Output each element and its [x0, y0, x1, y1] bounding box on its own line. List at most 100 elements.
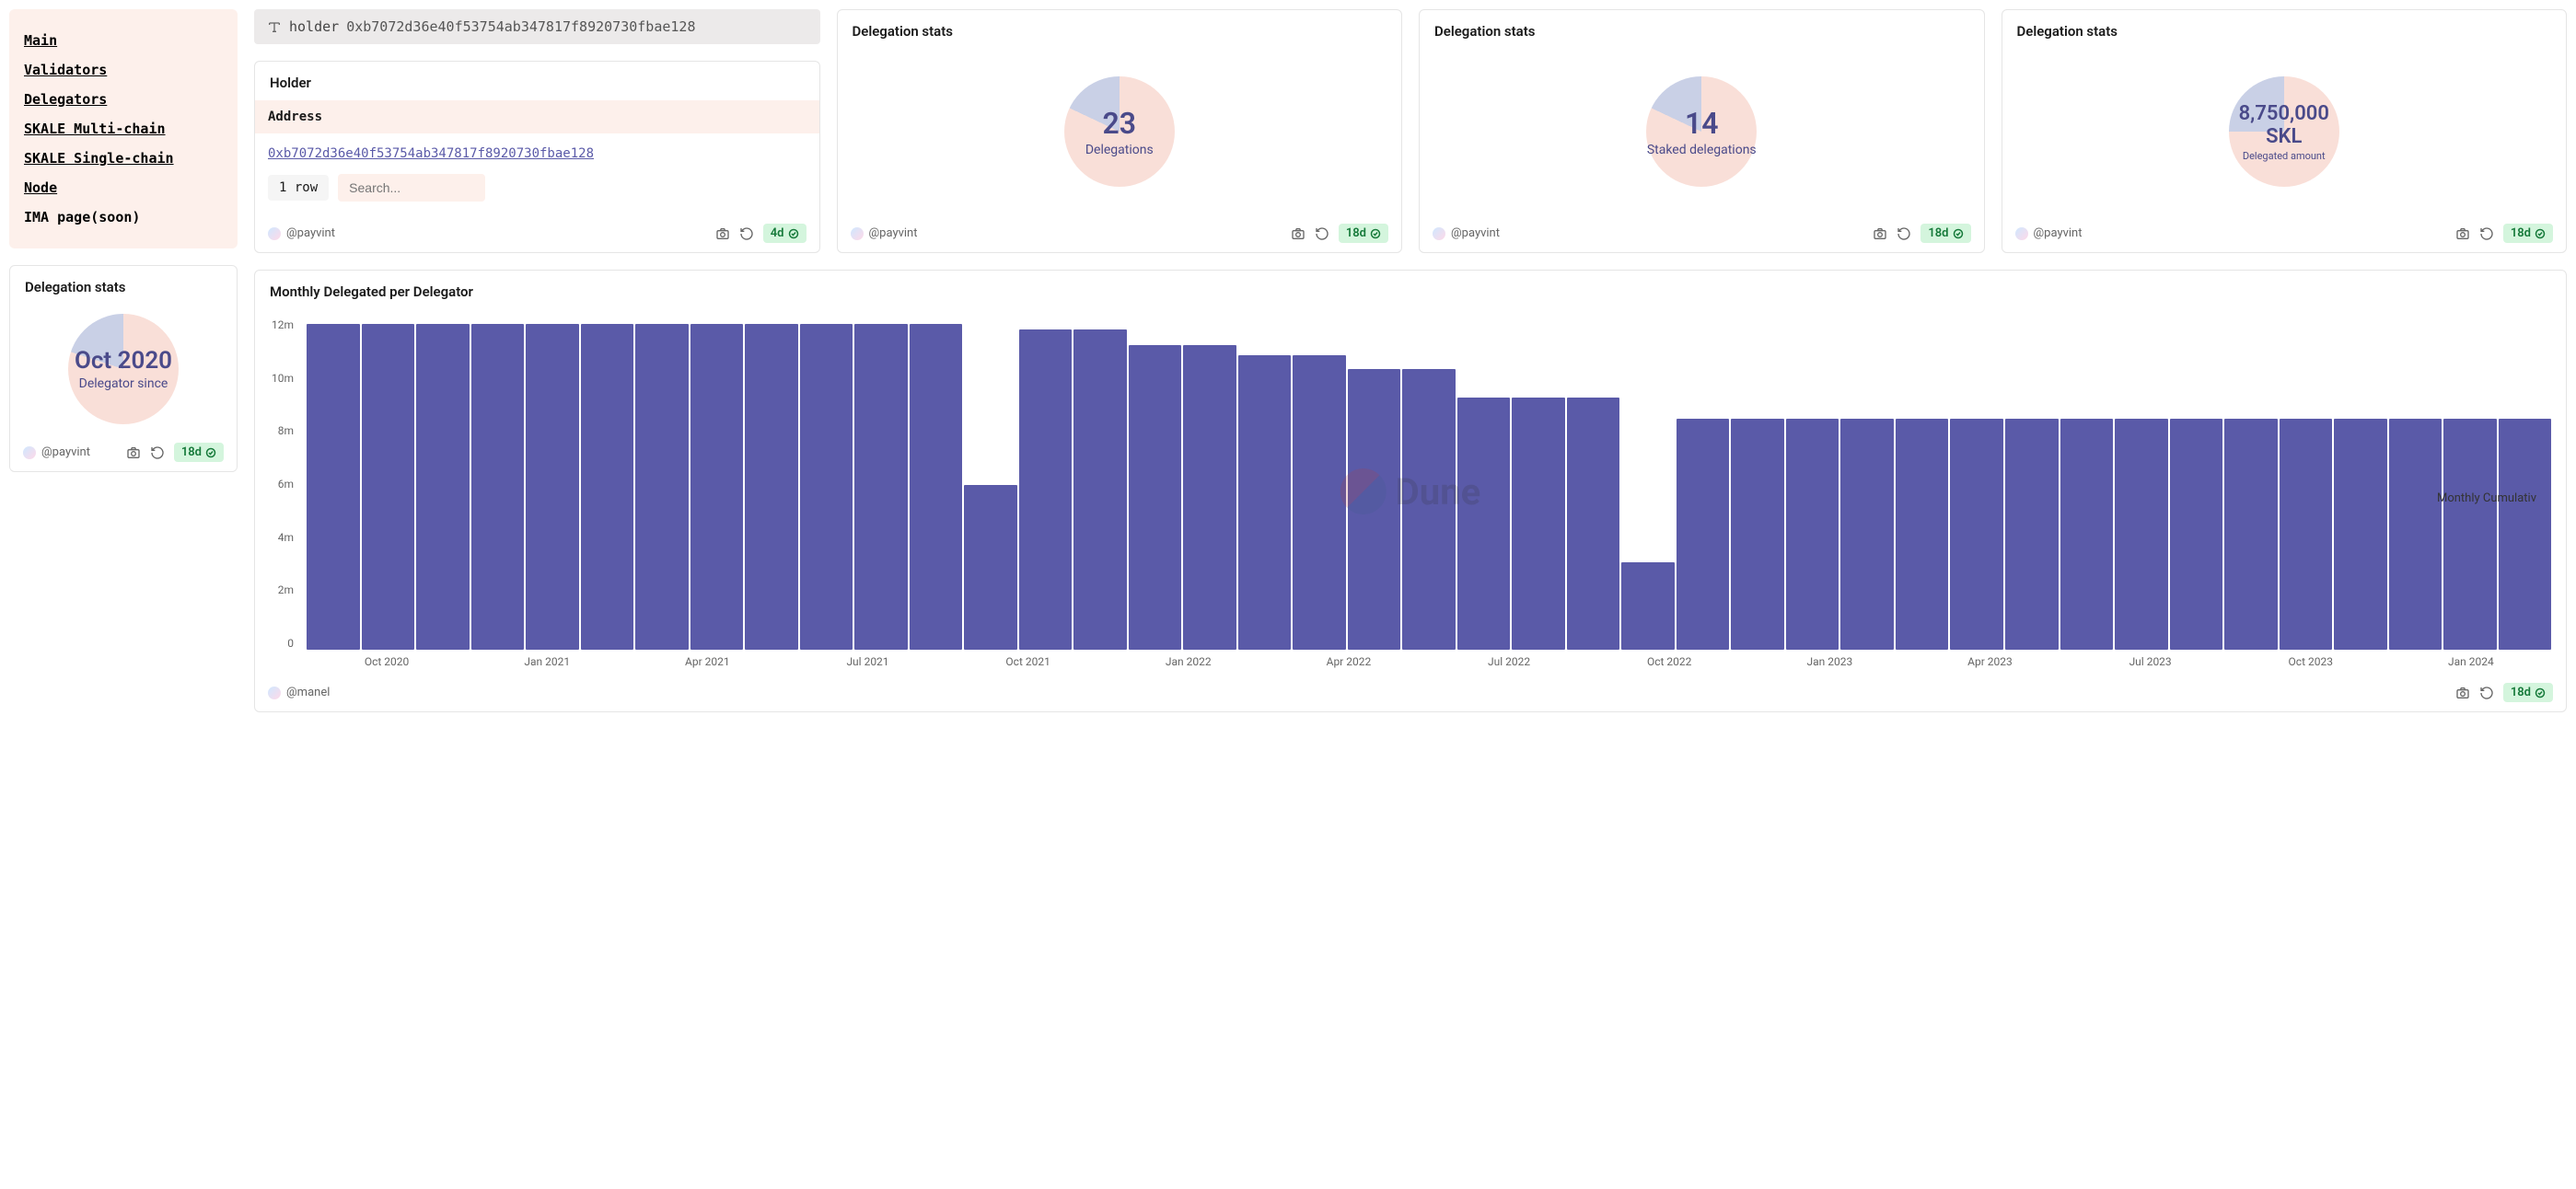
row-count: 1 row — [268, 175, 329, 201]
author-handle[interactable]: @payvint — [869, 226, 918, 240]
bar[interactable] — [2060, 419, 2114, 650]
chart-legend: Monthly Cumulativ — [2437, 491, 2551, 505]
monthly-delegated-chart-card: Monthly Delegated per Delegator 12m10m8m… — [254, 270, 2567, 712]
bar[interactable] — [2224, 419, 2278, 650]
author-handle[interactable]: @payvint — [1451, 226, 1500, 240]
author-handle[interactable]: @payvint — [41, 445, 90, 459]
bar[interactable] — [690, 324, 744, 650]
bar[interactable] — [854, 324, 908, 650]
sidebar-item-main[interactable]: Main — [24, 26, 223, 55]
bar[interactable] — [1731, 419, 1784, 650]
bar[interactable] — [1786, 419, 1839, 650]
bar[interactable] — [1183, 345, 1236, 650]
sidebar-nav: MainValidatorsDelegatorsSKALE Multi-chai… — [9, 9, 238, 248]
bar[interactable] — [1950, 419, 2003, 650]
bar[interactable] — [2115, 419, 2168, 650]
stat-value: Oct 2020 — [75, 347, 172, 375]
bar[interactable] — [1348, 369, 1401, 650]
bar[interactable] — [2443, 419, 2497, 650]
search-input[interactable] — [338, 174, 485, 202]
sidebar-item-delegators[interactable]: Delegators — [24, 85, 223, 114]
bar[interactable] — [471, 324, 525, 650]
sidebar-item-skale-multi-chain[interactable]: SKALE Multi-chain — [24, 114, 223, 144]
holder-address-link[interactable]: 0xb7072d36e40f53754ab347817f8920730fbae1… — [268, 146, 594, 161]
bar[interactable] — [1238, 355, 1292, 650]
x-axis: Oct 2020Jan 2021Apr 2021Jul 2021Oct 2021… — [270, 655, 2551, 668]
bar[interactable] — [1129, 345, 1182, 650]
sidebar-item-validators[interactable]: Validators — [24, 55, 223, 85]
bar[interactable] — [581, 324, 634, 650]
bar[interactable] — [307, 324, 360, 650]
donut-chart: 14 Staked delegations — [1637, 67, 1766, 196]
camera-icon[interactable] — [715, 226, 730, 241]
sidebar-item-skale-single-chain[interactable]: SKALE Single-chain — [24, 144, 223, 173]
author-handle[interactable]: @manel — [286, 686, 330, 699]
author-handle[interactable]: @payvint — [2034, 226, 2083, 240]
refresh-icon[interactable] — [1315, 226, 1329, 241]
stat-value: 8,750,000 SKL — [2220, 102, 2349, 148]
stat-title: Delegation stats — [2002, 10, 2567, 49]
bar[interactable] — [2280, 419, 2333, 650]
text-icon — [267, 19, 282, 34]
camera-icon[interactable] — [2455, 686, 2470, 700]
bar[interactable] — [1457, 398, 1511, 650]
bar[interactable] — [1896, 419, 1949, 650]
stat-card-staked: Delegation stats 14 Staked delegations @… — [1419, 9, 1985, 253]
donut-chart: 8,750,000 SKL Delegated amount — [2220, 67, 2349, 196]
avatar — [23, 446, 36, 459]
chart-area: 12m10m8m6m4m2m0 Oct 2020Jan 2021Apr 2021… — [255, 309, 2566, 674]
bar[interactable] — [1019, 329, 1073, 650]
filter-bar[interactable]: holder 0xb7072d36e40f53754ab347817f89207… — [254, 9, 820, 44]
bar[interactable] — [635, 324, 689, 650]
bar[interactable] — [526, 324, 579, 650]
avatar — [851, 227, 864, 240]
bar[interactable] — [1402, 369, 1456, 650]
author-handle[interactable]: @payvint — [286, 226, 335, 240]
bar[interactable] — [910, 324, 963, 650]
camera-icon[interactable] — [1291, 226, 1305, 241]
refresh-icon[interactable] — [1897, 226, 1911, 241]
bar[interactable] — [1512, 398, 1565, 650]
bar[interactable] — [1677, 419, 1730, 650]
bar[interactable] — [964, 485, 1017, 650]
y-axis: 12m10m8m6m4m2m0 — [266, 318, 294, 650]
age-badge: 18d — [1920, 224, 1970, 243]
bar[interactable] — [2170, 419, 2223, 650]
bar[interactable] — [1840, 419, 1894, 650]
table-header-address: Address — [255, 100, 819, 133]
bar[interactable] — [1073, 329, 1127, 650]
bar[interactable] — [1567, 398, 1620, 650]
stat-value: 14 — [1647, 106, 1757, 141]
avatar — [268, 687, 281, 699]
camera-icon[interactable] — [1873, 226, 1887, 241]
bar[interactable] — [1621, 562, 1675, 650]
sidebar-item-ima-page-soon-[interactable]: IMA page(soon) — [24, 202, 223, 232]
stat-card-amount: Delegation stats 8,750,000 SKL Delegated… — [2002, 9, 2568, 253]
bar[interactable] — [1293, 355, 1346, 650]
bar[interactable] — [2334, 419, 2387, 650]
bar[interactable] — [2389, 419, 2443, 650]
stat-title: Delegation stats — [838, 10, 1402, 49]
filter-value: 0xb7072d36e40f53754ab347817f8920730fbae1… — [346, 18, 695, 35]
bar[interactable] — [800, 324, 853, 650]
bar[interactable] — [2499, 419, 2552, 650]
donut-chart: 23 Delegations — [1055, 67, 1184, 196]
age-badge: 18d — [2503, 683, 2553, 702]
bar[interactable] — [362, 324, 415, 650]
stat-label: Delegated amount — [2220, 150, 2349, 162]
stat-label: Staked delegations — [1647, 143, 1757, 157]
sidebar-item-node[interactable]: Node — [24, 173, 223, 202]
refresh-icon[interactable] — [2479, 226, 2494, 241]
refresh-icon[interactable] — [2479, 686, 2494, 700]
refresh-icon[interactable] — [739, 226, 754, 241]
holder-title: Holder — [255, 62, 819, 100]
holder-card: Holder Address 0xb7072d36e40f53754ab3478… — [254, 61, 820, 253]
bar[interactable] — [2005, 419, 2059, 650]
stat-title: Delegation stats — [1420, 10, 1984, 49]
camera-icon[interactable] — [126, 445, 141, 460]
bar[interactable] — [416, 324, 470, 650]
filter-label: holder — [289, 18, 339, 35]
bar[interactable] — [745, 324, 798, 650]
camera-icon[interactable] — [2455, 226, 2470, 241]
refresh-icon[interactable] — [150, 445, 165, 460]
